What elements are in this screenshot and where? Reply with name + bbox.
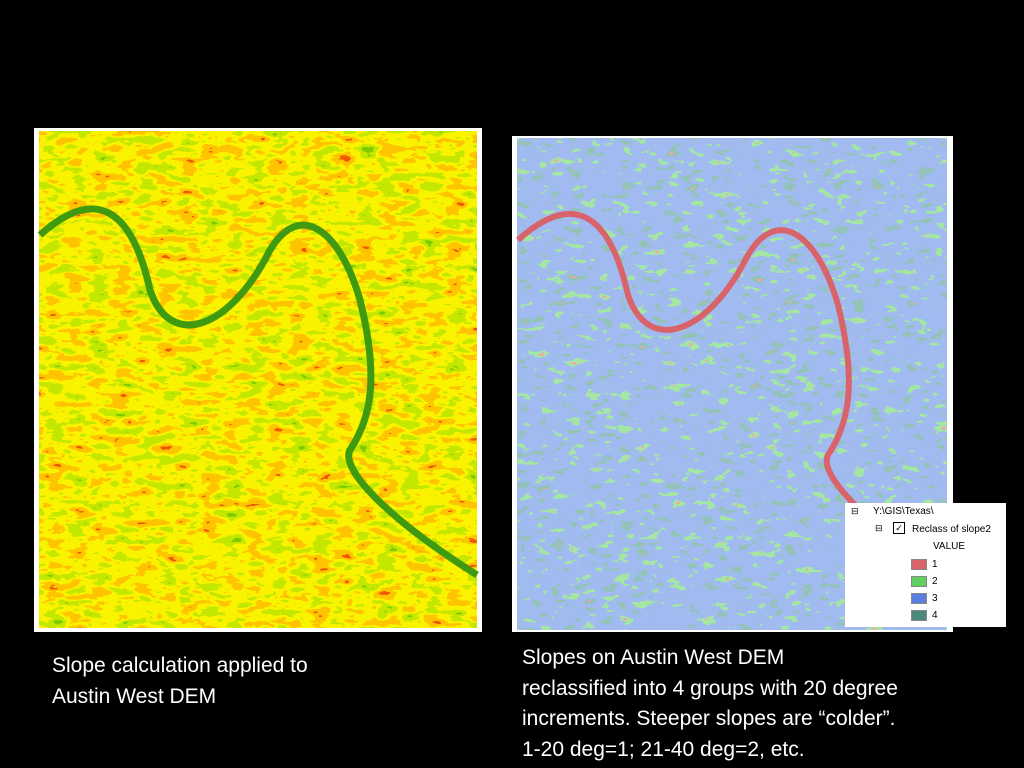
tree-toggle[interactable]: ⊟ <box>875 523 883 533</box>
legend-swatch <box>911 593 927 604</box>
layer-checkbox[interactable]: ✓ <box>893 522 905 534</box>
right-caption: Slopes on Austin West DEM reclassified in… <box>522 643 898 765</box>
legend-swatch <box>911 576 927 587</box>
legend-layer: Reclass of slope2 <box>912 524 991 535</box>
river <box>37 205 479 578</box>
river <box>515 211 947 578</box>
legend-swatch <box>911 559 927 570</box>
legend-field: VALUE <box>933 541 966 552</box>
caption-line: reclassified into 4 groups with 20 degre… <box>522 676 898 700</box>
legend-label: 2 <box>932 576 938 587</box>
legend-label: 3 <box>932 593 938 604</box>
tree-toggle[interactable]: ⊟ <box>851 506 859 516</box>
slope-raster <box>39 131 477 628</box>
legend-path: Y:\GIS\Texas\ <box>873 506 934 517</box>
legend-label: 1 <box>932 559 938 570</box>
left-caption: Slope calculation applied to Austin West … <box>52 651 308 712</box>
caption-line: Slope calculation applied to <box>52 654 308 677</box>
caption-line: increments. Steeper slopes are “colder”. <box>522 707 896 730</box>
caption-line: 1-20 deg=1; 21-40 deg=2, etc. <box>522 737 805 761</box>
caption-line: Austin West DEM <box>52 684 217 708</box>
legend-swatch <box>911 610 927 621</box>
legend-label: 4 <box>932 610 938 621</box>
legend: ⊟ Y:\GIS\Texas\ ⊟ ✓ Reclass of slope2 VA… <box>845 503 1006 627</box>
caption-line: Slopes on Austin West DEM <box>522 646 785 669</box>
